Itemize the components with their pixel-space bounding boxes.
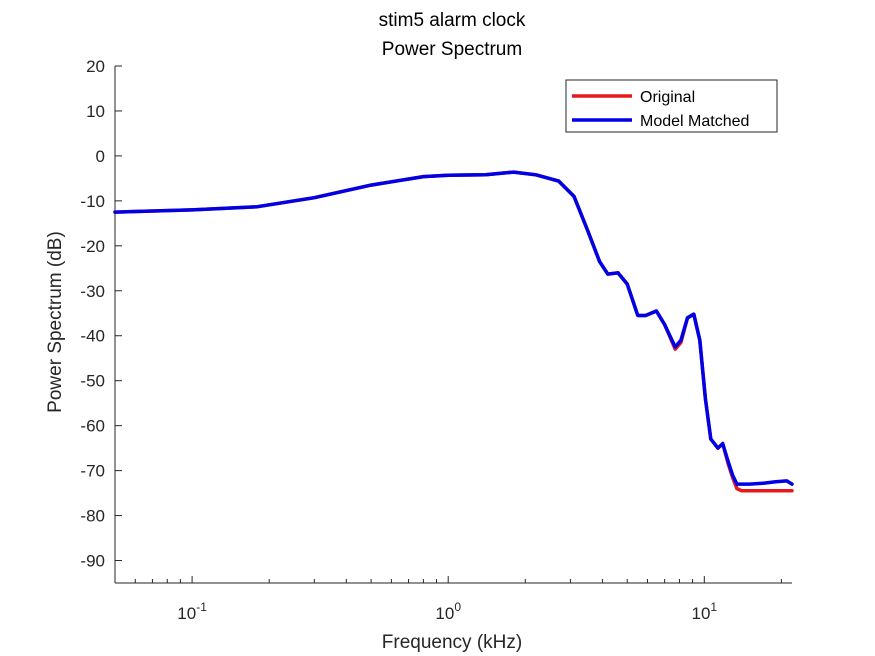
y-tick-label: -80 bbox=[80, 507, 105, 526]
legend-box bbox=[565, 79, 778, 133]
y-tick-label: -20 bbox=[80, 237, 105, 256]
x-tick-label: 101 bbox=[691, 600, 717, 623]
x-axis-label: Frequency (kHz) bbox=[382, 632, 522, 653]
y-tick-label: -60 bbox=[80, 417, 105, 436]
legend-label: Model Matched bbox=[640, 113, 749, 130]
chart-subtitle: Power Spectrum bbox=[382, 39, 522, 60]
y-tick-label: -40 bbox=[80, 327, 105, 346]
x-tick-exponent: 1 bbox=[710, 600, 717, 614]
series-line-1 bbox=[113, 170, 794, 486]
y-tick-label: 10 bbox=[86, 102, 105, 121]
chart-title: stim5 alarm clock bbox=[379, 10, 526, 31]
x-tick-exponent: 0 bbox=[454, 600, 461, 614]
y-tick-label: -90 bbox=[80, 552, 105, 571]
x-tick-exponent: -1 bbox=[196, 600, 207, 614]
x-tick-base: 10 bbox=[177, 604, 196, 623]
series-layer bbox=[113, 170, 794, 493]
x-tick-label: 100 bbox=[435, 600, 461, 623]
y-tick-label: -70 bbox=[80, 462, 105, 481]
y-tick-label: 0 bbox=[96, 147, 105, 166]
legend-label: Original bbox=[640, 89, 695, 106]
y-tick-label: -30 bbox=[80, 282, 105, 301]
y-axis-label: Power Spectrum (dB) bbox=[45, 231, 66, 413]
x-tick-base: 10 bbox=[691, 604, 710, 623]
y-tick-label: 20 bbox=[86, 57, 105, 76]
y-tick-label: -50 bbox=[80, 372, 105, 391]
x-tick-base: 10 bbox=[435, 604, 454, 623]
legend: Original Model Matched bbox=[565, 79, 778, 133]
x-tick-label: 10-1 bbox=[177, 600, 207, 623]
y-tick-label: -10 bbox=[80, 192, 105, 211]
